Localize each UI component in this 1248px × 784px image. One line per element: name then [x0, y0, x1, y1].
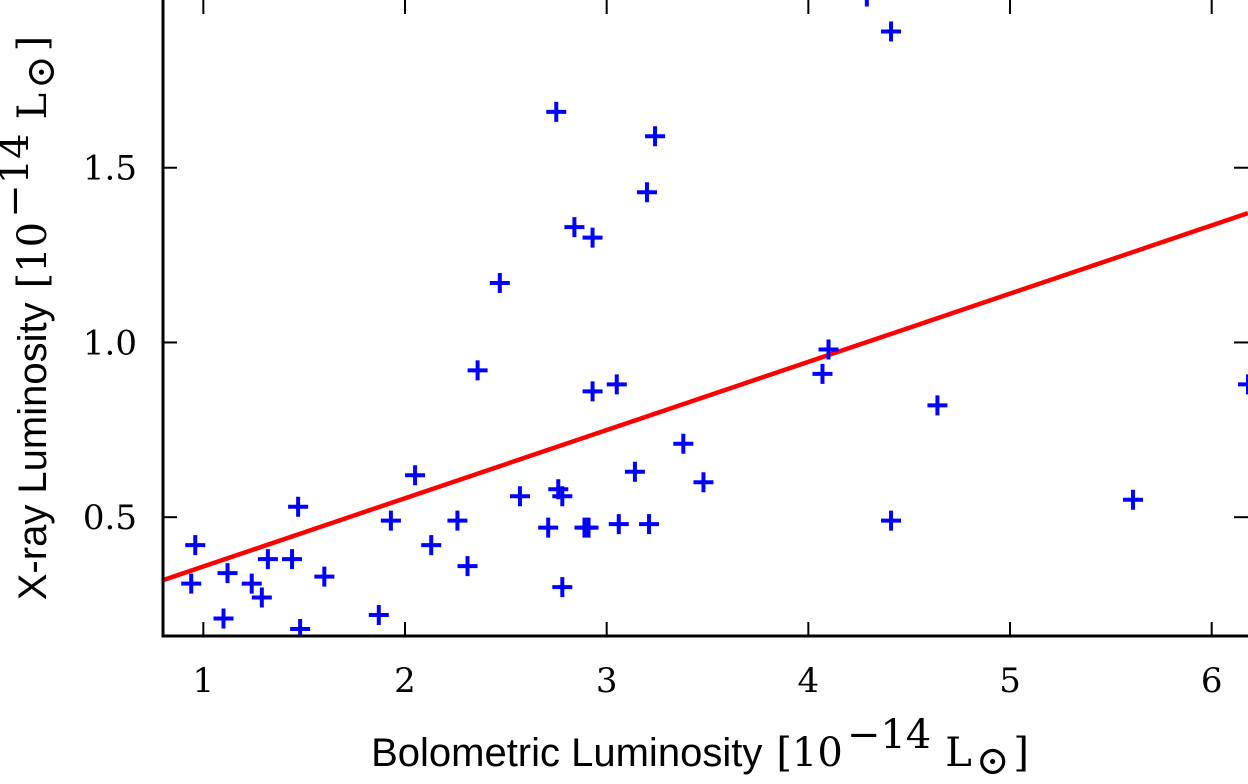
data-point — [314, 566, 335, 587]
x-tick-label: 5 — [999, 661, 1021, 701]
data-point — [257, 549, 278, 570]
data-point — [881, 21, 902, 42]
data-point — [509, 486, 530, 507]
data-point — [606, 374, 627, 395]
data-point — [538, 517, 559, 538]
data-point — [552, 486, 573, 507]
y-tick-label: 0.5 — [83, 498, 137, 538]
y-axis-label: X-ray Luminosity [10 −14 L ⊙ ] — [0, 36, 64, 601]
data-point — [864, 0, 869, 7]
data-point — [578, 517, 599, 538]
data-point — [447, 510, 468, 531]
data-point — [368, 605, 389, 626]
x-tick-label: 4 — [798, 661, 820, 701]
data-point — [489, 273, 510, 294]
data-point — [457, 556, 478, 577]
data-point — [380, 510, 401, 531]
data-point — [546, 101, 567, 122]
plot-area — [163, 0, 1248, 636]
data-point — [582, 227, 603, 248]
data-point — [185, 535, 206, 556]
data-point — [927, 395, 948, 416]
data-point — [217, 563, 238, 584]
data-point — [881, 510, 902, 531]
data-point — [251, 587, 272, 608]
data-point — [181, 573, 202, 594]
data-point — [564, 217, 585, 238]
y-tick-label: 1.0 — [83, 323, 137, 363]
data-point — [241, 573, 262, 594]
data-point — [812, 363, 833, 384]
data-point — [1123, 489, 1144, 510]
fit-line — [163, 211, 1248, 583]
data-point — [288, 496, 309, 517]
data-point — [282, 549, 303, 570]
x-tick-label: 3 — [596, 661, 618, 701]
data-point — [552, 577, 573, 598]
x-tick-label: 2 — [394, 661, 416, 701]
x-tick-label: 1 — [193, 661, 215, 701]
data-point — [645, 126, 666, 147]
data-point — [582, 381, 603, 402]
data-point — [467, 360, 488, 381]
y-tick-label: 1.5 — [83, 149, 137, 189]
data-point — [1238, 374, 1248, 395]
x-tick-label: 6 — [1201, 661, 1223, 701]
data-point — [693, 472, 714, 493]
data-point — [213, 608, 234, 629]
tick-labels: 1 2 3 4 5 6 0.5 1.0 1.5 — [83, 149, 1223, 701]
x-axis-label: Bolometric Luminosity [10 −14 L ⊙ ] — [371, 712, 1029, 784]
data-point — [673, 433, 694, 454]
data-point — [608, 514, 629, 535]
data-point — [637, 182, 658, 203]
axis-ticks — [163, 0, 1248, 636]
data-point — [405, 465, 426, 486]
data-point — [624, 461, 645, 482]
data-point — [421, 535, 442, 556]
data-point — [639, 514, 660, 535]
data-point — [818, 339, 839, 360]
data-points — [181, 0, 1248, 636]
